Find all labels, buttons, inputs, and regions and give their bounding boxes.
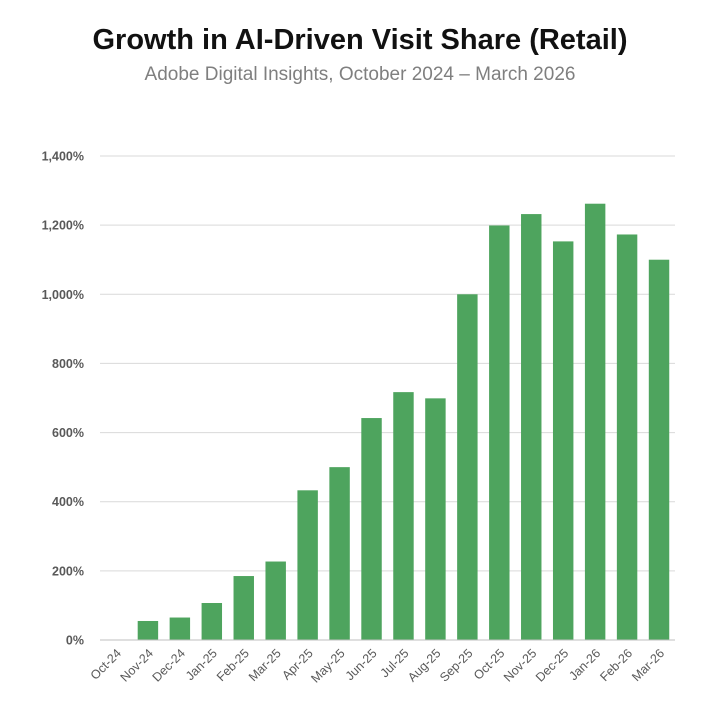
bar [169, 617, 191, 640]
y-tick-label: 600% [52, 426, 84, 440]
bar [329, 467, 350, 640]
chart-title: Growth in AI-Driven Visit Share (Retail) [92, 24, 628, 56]
x-tick-label: Nov-25 [501, 646, 539, 684]
bar [361, 418, 382, 640]
bar [648, 259, 670, 640]
bar [201, 603, 223, 640]
x-tick-label: Dec-25 [533, 646, 571, 684]
x-tick-label: Oct-24 [88, 646, 124, 682]
bar [584, 203, 606, 641]
x-tick-label: Sep-25 [437, 646, 475, 684]
y-tick-label: 1,200% [42, 219, 84, 233]
bar [457, 294, 478, 640]
x-tick-label: Aug-25 [405, 646, 443, 684]
bar [425, 398, 446, 640]
x-tick-label: Jan-26 [566, 646, 603, 683]
y-tick-label: 0% [66, 634, 84, 648]
x-tick-label: Jan-25 [183, 646, 220, 683]
bar [616, 234, 638, 640]
x-tick-label: Mar-26 [629, 646, 667, 684]
x-tick-label: May-25 [308, 646, 347, 685]
bar [297, 490, 318, 640]
x-tick-label: Nov-24 [118, 646, 156, 684]
x-tick-label: Oct-25 [471, 646, 507, 682]
x-tick-label: Feb-25 [214, 646, 252, 684]
y-tick-label: 800% [52, 357, 84, 371]
x-tick-label: Jun-25 [343, 646, 380, 683]
bar [393, 392, 414, 640]
chart-subtitle: Adobe Digital Insights, October 2024 – M… [144, 64, 576, 85]
bar [552, 241, 574, 641]
x-tick-label: Mar-25 [246, 646, 284, 684]
bar [265, 561, 286, 640]
y-tick-label: 1,000% [42, 288, 84, 302]
bar [233, 576, 254, 640]
bar [137, 620, 159, 640]
y-tick-label: 400% [52, 495, 84, 509]
x-tick-label: Feb-26 [597, 646, 635, 684]
bar [521, 214, 542, 640]
bar [489, 225, 510, 640]
y-tick-label: 1,400% [42, 150, 84, 164]
x-tick-label: Dec-24 [150, 646, 188, 684]
y-tick-label: 200% [52, 564, 84, 578]
